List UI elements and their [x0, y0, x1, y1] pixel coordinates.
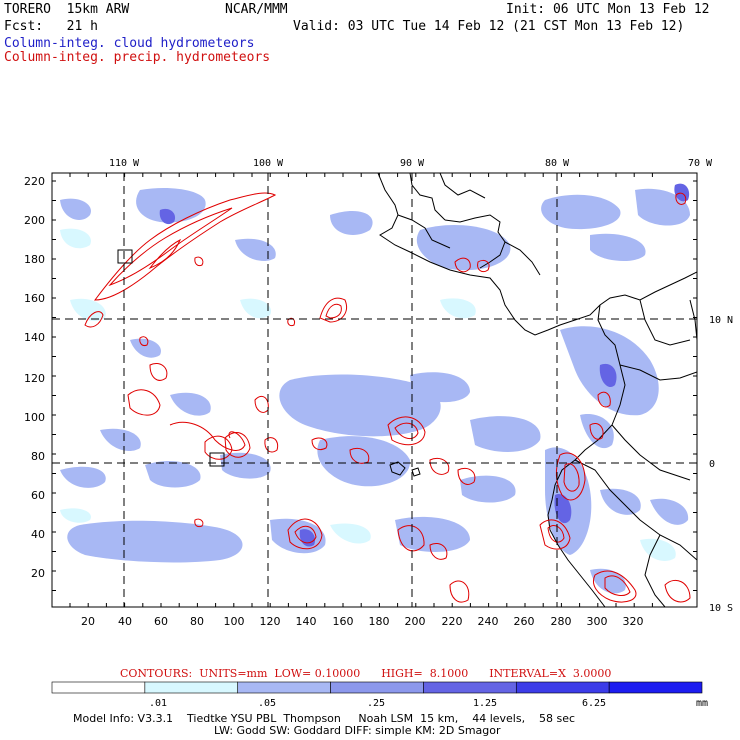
colorbar-swatch: [515, 681, 610, 694]
legend-precip-label: Column-integ. precip. hydrometeors: [4, 50, 271, 65]
y-axis-labels: 220 200 180 160 140 120 100 80 60 40 20: [24, 175, 45, 580]
cloud-shading-light: [60, 188, 690, 594]
x-tick-label: 140: [296, 615, 317, 628]
lon-label: 110 W: [109, 158, 140, 169]
colorbar-label: .01: [149, 698, 167, 709]
station-box: [209, 452, 225, 467]
y-tick-label: 180: [24, 253, 45, 266]
y-tick-label: 200: [24, 214, 45, 227]
x-tick-label: 280: [551, 615, 572, 628]
x-tick-label: 260: [514, 615, 535, 628]
init-time: Init: 06 UTC Mon 13 Feb 12: [506, 2, 710, 17]
y-tick-label: 140: [24, 331, 45, 344]
x-tick-label: 120: [260, 615, 281, 628]
lat-lon-grid: [52, 173, 697, 607]
x-tick-label: 160: [333, 615, 354, 628]
lon-labels: 110 W 100 W 90 W 80 W 70 W: [109, 158, 713, 169]
x-tick-label: 80: [190, 615, 204, 628]
lon-label: 80 W: [545, 158, 570, 169]
model-title: TORERO 15km ARW: [4, 2, 130, 17]
precip-contours: [84, 192, 691, 603]
y-tick-label: 100: [24, 411, 45, 424]
colorbar-swatch: [330, 681, 424, 694]
model-info-line2: LW: Godd SW: Goddard DIFF: simple KM: 2D…: [214, 724, 501, 737]
axis-ticks: [52, 173, 697, 607]
y-tick-label: 60: [31, 489, 45, 502]
contour-info: CONTOURS: UNITS=mm LOW= 0.10000 HIGH= 8.…: [120, 667, 611, 680]
colorbar-label: .25: [367, 698, 385, 709]
colorbar-swatch: [51, 681, 146, 694]
org-label: NCAR/MMM: [225, 2, 288, 17]
y-tick-label: 220: [24, 175, 45, 188]
x-tick-label: 300: [587, 615, 608, 628]
lat-label: 10 S: [709, 603, 733, 614]
lon-label: 70 W: [688, 158, 713, 169]
map-frame: [51, 172, 698, 608]
colorbar-swatch: [423, 681, 517, 694]
station-box: [117, 249, 133, 264]
x-tick-label: 60: [154, 615, 168, 628]
x-tick-label: 100: [224, 615, 245, 628]
y-tick-label: 40: [31, 528, 45, 541]
cloud-shading-faint: [60, 228, 676, 561]
x-tick-label: 40: [118, 615, 132, 628]
lat-labels: 10 N 0 10 S: [709, 315, 733, 614]
colorbar-swatch: [608, 681, 703, 694]
x-tick-label: 180: [369, 615, 390, 628]
colorbar-unit: mm: [696, 698, 708, 709]
colorbar-swatch: [237, 681, 331, 694]
x-tick-label: 200: [405, 615, 426, 628]
y-tick-label: 80: [31, 450, 45, 463]
colorbar-label: .05: [258, 698, 276, 709]
colorbar-label: 6.25: [582, 698, 606, 709]
legend-cloud-label: Column-integ. cloud hydrometeors: [4, 36, 255, 51]
lat-label: 10 N: [709, 315, 733, 326]
colorbar-labels: .01 .05 .25 1.25 6.25 mm: [149, 698, 708, 709]
colorbar: [51, 681, 703, 694]
lat-label: 0: [709, 459, 715, 470]
x-tick-label: 20: [81, 615, 95, 628]
forecast-hour: Fcst: 21 h: [4, 19, 98, 34]
y-tick-label: 120: [24, 372, 45, 385]
y-tick-label: 20: [31, 567, 45, 580]
lon-label: 100 W: [253, 158, 284, 169]
colorbar-swatch: [144, 681, 239, 694]
x-axis-labels: 20 40 60 80 100 120 140 160 180 200 220 …: [81, 615, 644, 628]
valid-time: Valid: 03 UTC Tue 14 Feb 12 (21 CST Mon …: [293, 19, 685, 34]
x-tick-label: 240: [478, 615, 499, 628]
y-tick-label: 160: [24, 292, 45, 305]
model-info-line1: Model Info: V3.3.1 Tiedtke YSU PBL Thomp…: [73, 712, 576, 725]
x-tick-label: 220: [442, 615, 463, 628]
coastlines: [377, 173, 697, 607]
colorbar-label: 1.25: [473, 698, 497, 709]
x-tick-label: 320: [623, 615, 644, 628]
lon-label: 90 W: [400, 158, 425, 169]
